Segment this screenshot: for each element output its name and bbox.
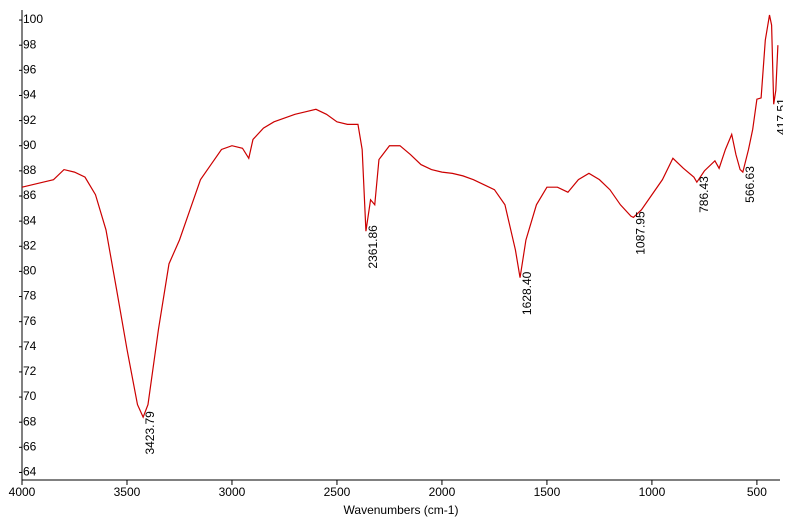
y-tick-label: 92 — [23, 113, 37, 127]
peak-label: 1087.95 — [634, 211, 648, 255]
spectrum-line — [21, 14, 779, 419]
x-tick-label: 4000 — [9, 485, 36, 499]
y-tick-label: 66 — [23, 439, 37, 453]
y-tick-label: 94 — [23, 88, 37, 102]
y-tick-label: 90 — [23, 138, 37, 152]
y-tick-label: 98 — [23, 37, 37, 51]
y-tick-label: 82 — [23, 238, 37, 252]
y-tick-label: 96 — [23, 62, 37, 76]
y-tick-label: 100 — [23, 12, 43, 26]
y-tick-label: 74 — [23, 339, 37, 353]
x-tick-label: 3500 — [114, 485, 141, 499]
x-tick-label: 2000 — [429, 485, 456, 499]
y-tick-label: 76 — [23, 314, 37, 328]
peak-label: 3423.79 — [143, 411, 157, 455]
peak-label: 2361.86 — [366, 225, 380, 269]
x-tick-label: 2500 — [324, 485, 351, 499]
x-tick-label: 1000 — [639, 485, 666, 499]
peak-label: 1628.40 — [520, 271, 534, 315]
y-tick-label: 64 — [23, 465, 37, 479]
y-tick-label: 88 — [23, 163, 37, 177]
y-tick-label: 84 — [23, 213, 37, 227]
y-tick-label: 68 — [23, 414, 37, 428]
y-tick-label: 78 — [23, 289, 37, 303]
annotations: 3423.79 2361.86 1628.40 1087.95 786.43 566.63… — [143, 98, 788, 455]
y-tick-label: 70 — [23, 389, 37, 403]
peak-label: 566.63 — [743, 166, 757, 203]
y-tick-label: 72 — [23, 364, 37, 378]
y-tick-label: 86 — [23, 188, 37, 202]
x-tick-label: 500 — [747, 485, 767, 499]
peak-label: 417.51 — [774, 98, 788, 135]
x-tick-label: 1500 — [534, 485, 561, 499]
x-axis-title: Wavenumbers (cm-1) — [344, 503, 459, 517]
x-tick-label: 3000 — [219, 485, 246, 499]
y-tick-label: 80 — [23, 264, 37, 278]
peak-label: 786.43 — [697, 176, 711, 213]
